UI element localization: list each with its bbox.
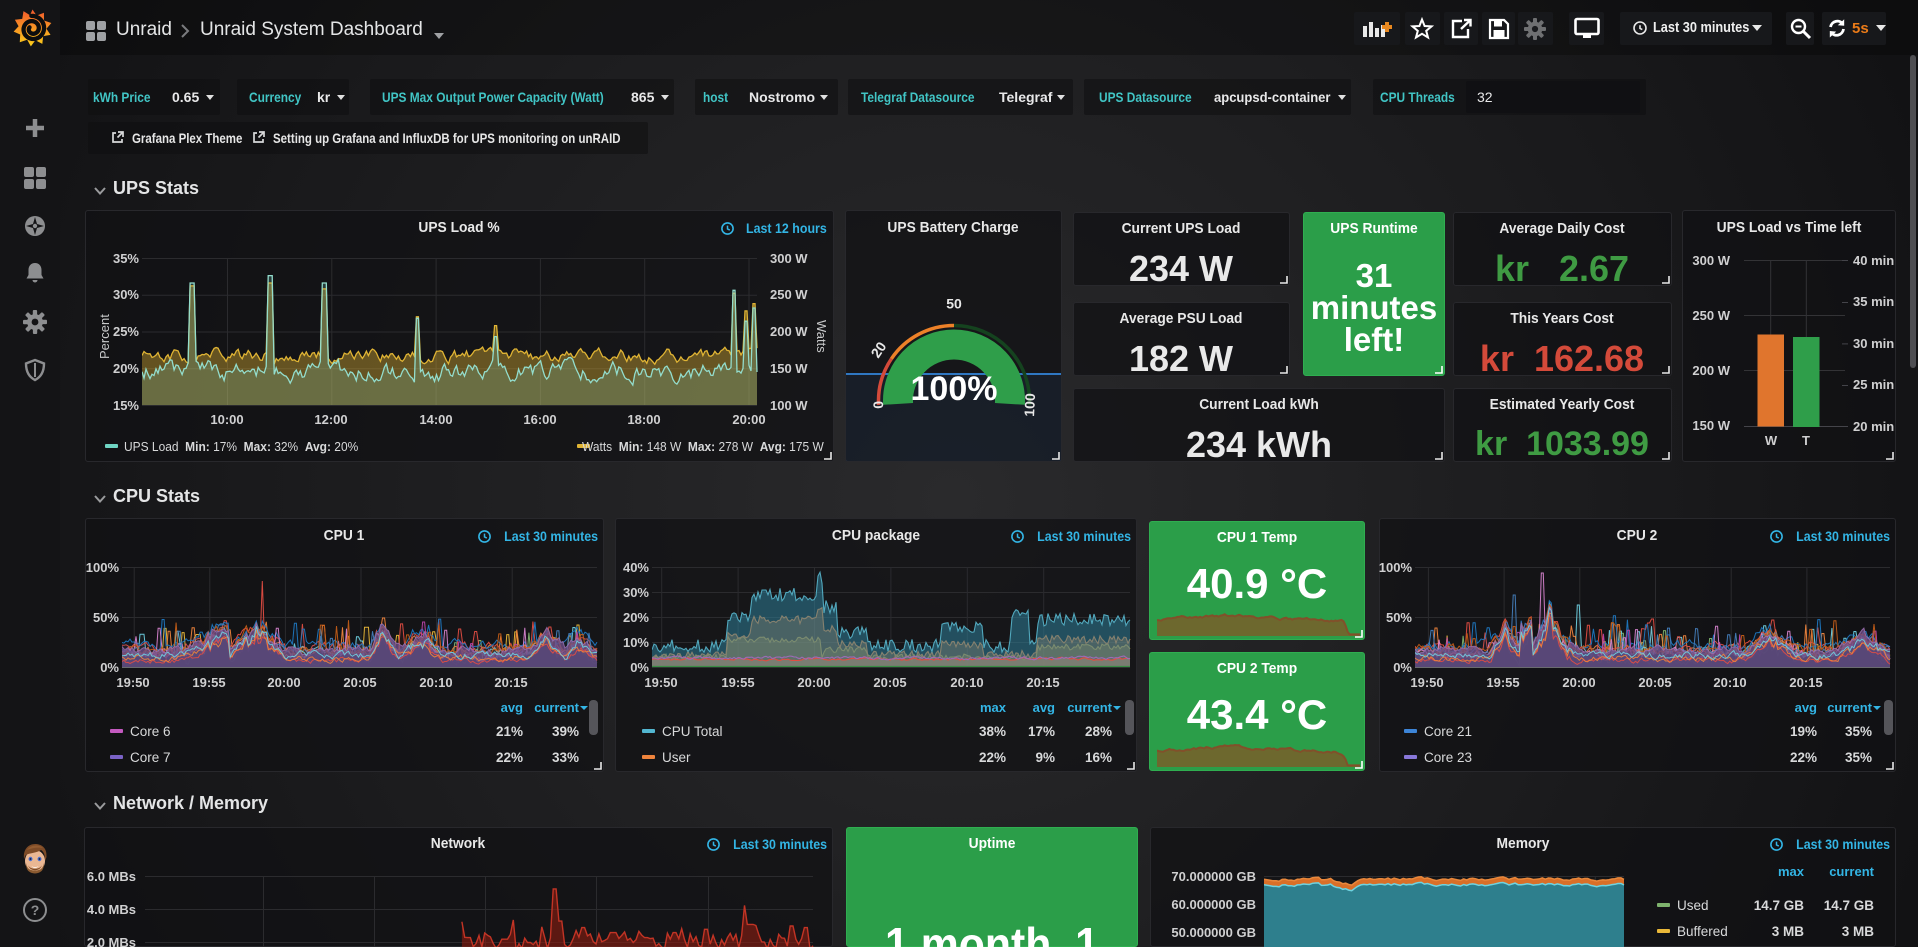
svg-text:50: 50 [946,296,962,312]
svg-text:20: 20 [868,339,890,361]
svg-text:100: 100 [1021,393,1038,417]
svg-text:100%: 100% [911,370,998,408]
svg-text:?: ? [31,902,40,918]
svg-text:0: 0 [870,401,886,410]
